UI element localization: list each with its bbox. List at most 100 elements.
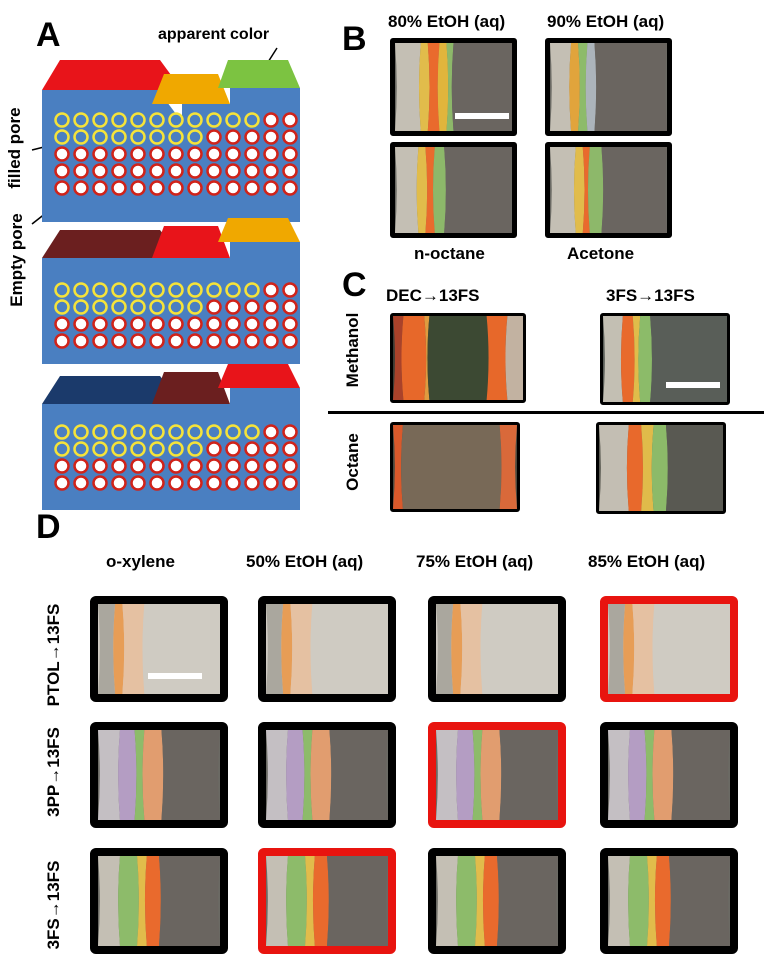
photo-c-dec-methanol: [390, 313, 526, 403]
panel-c-divider: [328, 411, 764, 414]
empty-pore: [244, 333, 260, 349]
filled-pore: [92, 441, 108, 457]
filled-pore: [168, 424, 184, 440]
empty-pore: [263, 129, 279, 145]
empty-pore: [225, 458, 241, 474]
filled-pore: [187, 129, 203, 145]
panel-d-row-3pp: 3PP→13FS: [44, 727, 63, 817]
empty-pore: [282, 299, 298, 315]
filled-pore: [168, 441, 184, 457]
empty-pore: [263, 146, 279, 162]
empty-pore: [206, 146, 222, 162]
photo-b-90-etoh: [545, 38, 672, 136]
filled-pore: [206, 282, 222, 298]
empty-pore: [149, 333, 165, 349]
filled-pore: [244, 424, 260, 440]
empty-pore: [92, 146, 108, 162]
empty-pore: [282, 316, 298, 332]
empty-pore: [244, 316, 260, 332]
empty-pore: [263, 180, 279, 196]
filled-pore: [168, 129, 184, 145]
empty-pore: [92, 333, 108, 349]
empty-pore: [282, 129, 298, 145]
empty-pore: [206, 163, 222, 179]
empty-pore: [244, 146, 260, 162]
empty-pore: [168, 458, 184, 474]
filled-pore: [187, 282, 203, 298]
empty-pore: [149, 146, 165, 162]
filled-pore: [187, 424, 203, 440]
empty-pore: [263, 299, 279, 315]
panel-b-label-acetone: Acetone: [567, 244, 635, 263]
empty-pore: [168, 146, 184, 162]
empty-pore: [263, 333, 279, 349]
empty-pore: [206, 458, 222, 474]
empty-pore: [187, 146, 203, 162]
empty-pore: [244, 299, 260, 315]
empty-pore: [263, 424, 279, 440]
empty-pore: [206, 475, 222, 491]
empty-pore: [225, 316, 241, 332]
empty-pore: [244, 441, 260, 457]
empty-pore: [73, 180, 89, 196]
empty-pore: [206, 129, 222, 145]
scale-bar-d: [148, 673, 202, 679]
filled-pore: [73, 424, 89, 440]
empty-pore: [187, 163, 203, 179]
filled-pore: [54, 424, 70, 440]
empty-pore: [111, 475, 127, 491]
filled-pore: [130, 424, 146, 440]
filled-pore: [54, 299, 70, 315]
empty-pore: [54, 458, 70, 474]
pore-diagram-stack-3: [42, 364, 326, 510]
empty-pore: [54, 333, 70, 349]
empty-pore: [149, 316, 165, 332]
photo-d-3fs-85-etoh: [600, 848, 738, 954]
panel-d-col-75-etoh: 75% EtOH (aq): [416, 552, 534, 571]
apparent-color-label: apparent color: [158, 26, 270, 43]
empty-pore: [168, 475, 184, 491]
empty-pore: [130, 458, 146, 474]
filled-pore: [130, 299, 146, 315]
filled-pore: [168, 282, 184, 298]
empty-pore: [92, 163, 108, 179]
filled-pore: [149, 112, 165, 128]
photo-d-3pp-o-xylene: [90, 722, 228, 828]
empty-pore: [130, 163, 146, 179]
empty-pore: [225, 146, 241, 162]
empty-pore: [225, 475, 241, 491]
empty-pore: [168, 180, 184, 196]
empty-pore: [263, 441, 279, 457]
filled-pore: [73, 441, 89, 457]
filled-pore: [92, 129, 108, 145]
filled-pore: [130, 282, 146, 298]
empty-pore: [54, 180, 70, 196]
empty-pore: [244, 458, 260, 474]
empty-pore: [263, 163, 279, 179]
panel-c-row-octane: Octane: [343, 433, 362, 491]
panel-c-col-3fs: 3FS→13FS: [606, 286, 695, 305]
empty-pore: [92, 475, 108, 491]
empty-pore: [130, 475, 146, 491]
panel-b-label-80-etoh: 80% EtOH (aq): [388, 12, 506, 31]
empty-pore: [168, 333, 184, 349]
empty-pore: [282, 441, 298, 457]
filled-pore: [111, 299, 127, 315]
photo-c-dec-octane: [390, 422, 520, 512]
empty-pore: [206, 180, 222, 196]
empty-pore: [282, 180, 298, 196]
empty-pore: [149, 458, 165, 474]
panel-d-col-o-xylene: o-xylene: [106, 552, 175, 571]
photo-d-3fs-50-etoh: [258, 848, 396, 954]
empty-pore: [187, 316, 203, 332]
panel-d-row-3fs: 3FS→13FS: [44, 860, 63, 950]
empty-pore: [149, 475, 165, 491]
empty-pore: [225, 129, 241, 145]
filled-pore: [54, 129, 70, 145]
photo-d-ptol-50-etoh: [258, 596, 396, 702]
filled-pore: [54, 112, 70, 128]
filled-pore: [73, 299, 89, 315]
panel-d-col-85-etoh: 85% EtOH (aq): [588, 552, 706, 571]
scale-bar-b: [455, 113, 509, 119]
filled-pore: [111, 424, 127, 440]
